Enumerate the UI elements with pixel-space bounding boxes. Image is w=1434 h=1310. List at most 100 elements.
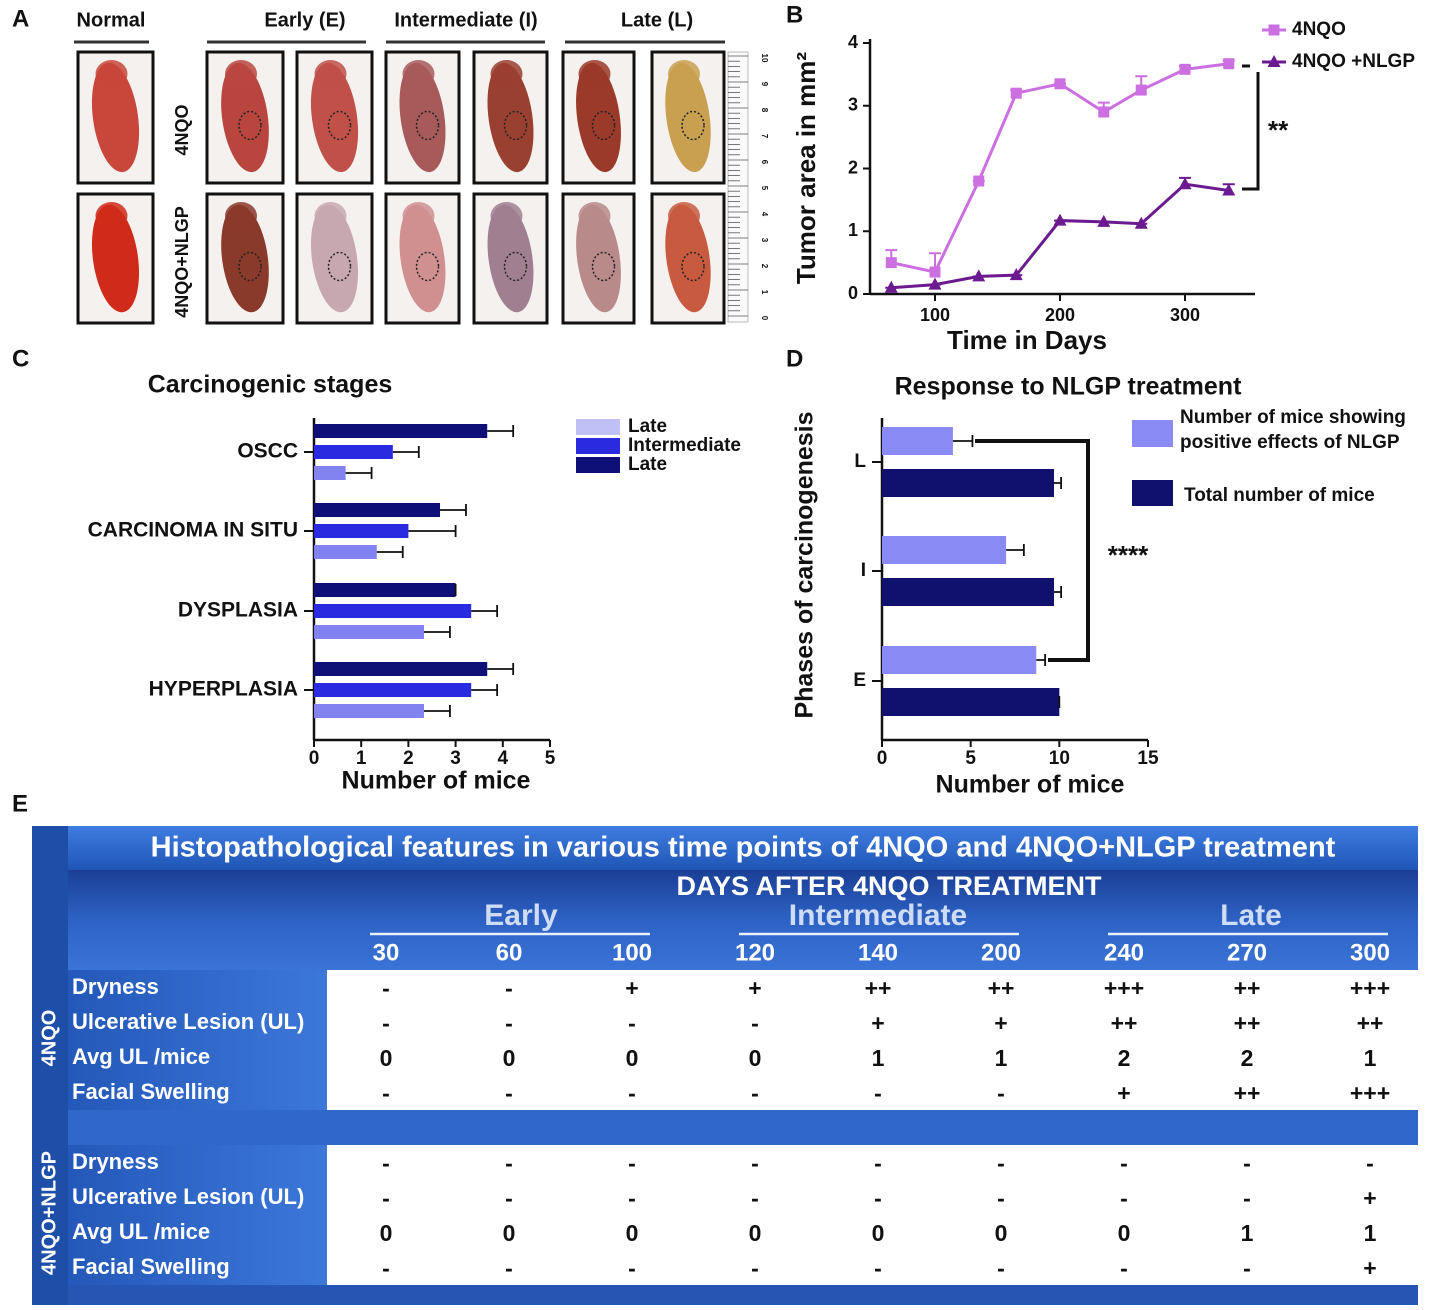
x-tick-label: 0	[877, 748, 888, 769]
values-bg	[327, 970, 1418, 1110]
x-tick-label: 1	[356, 748, 367, 769]
tissue	[221, 62, 269, 173]
ruler-label: 8	[760, 108, 769, 113]
bar	[314, 604, 472, 618]
x-tick-label: 10	[1049, 748, 1070, 769]
tissue	[91, 204, 140, 313]
marker	[1010, 87, 1022, 99]
lesion-outline	[238, 251, 262, 282]
legend-label: 4NQO	[1292, 19, 1346, 40]
y-tick-label: 2	[848, 157, 858, 177]
cell-value: -	[382, 1080, 390, 1106]
bar	[314, 683, 472, 697]
bar	[314, 625, 424, 639]
error-bar	[392, 446, 420, 458]
tissue-tip	[314, 202, 347, 230]
cell-value: 0	[503, 1220, 516, 1246]
error-bar	[1054, 586, 1063, 598]
x-tick-label: 5	[965, 748, 976, 769]
feature-label: Ulcerative Lesion (UL)	[72, 1009, 304, 1034]
day-label: 30	[373, 939, 400, 966]
cell-value: -	[505, 1080, 513, 1106]
x-axis-label: Number of mice	[936, 771, 1125, 799]
cell-value: 1	[1364, 1220, 1377, 1246]
marker	[1097, 214, 1111, 227]
tissue	[576, 204, 621, 313]
cell-value: -	[382, 1010, 390, 1036]
bar	[882, 578, 1055, 606]
lesion-outline	[415, 251, 440, 282]
tissue-tip	[490, 202, 523, 230]
tissue-tip	[95, 202, 128, 230]
cell-value: -	[1243, 1255, 1251, 1281]
bar	[314, 503, 441, 517]
marker	[1053, 213, 1067, 226]
bar	[314, 583, 456, 597]
bar	[314, 662, 488, 676]
tissue-tip	[95, 60, 128, 88]
cell-value: -	[874, 1080, 882, 1106]
cell-value: -	[751, 1150, 759, 1176]
cell-value: -	[628, 1255, 636, 1281]
phase-label: Late	[1220, 899, 1282, 932]
marker	[885, 257, 897, 269]
ruler-label: 6	[760, 160, 769, 165]
cell-value: +	[625, 975, 638, 1001]
cell-value: -	[874, 1185, 882, 1211]
column-header: Intermediate (I)	[394, 9, 537, 31]
cell-value: -	[1243, 1185, 1251, 1211]
cell-value: ++	[1357, 1010, 1384, 1036]
separator-band	[68, 1110, 1418, 1145]
row-label: 4NQO+NLGP	[172, 206, 192, 318]
cell-value: 0	[380, 1045, 393, 1071]
legend-label: Intermediate	[628, 435, 741, 456]
chart-title: Carcinogenic stages	[148, 371, 393, 399]
cell-value: -	[628, 1150, 636, 1176]
cell-value: -	[382, 1185, 390, 1211]
significance-bracket	[1242, 64, 1260, 191]
cell-value: -	[1120, 1185, 1128, 1211]
cell-value: -	[1366, 1150, 1374, 1176]
feature-label: Dryness	[72, 974, 159, 999]
cell-value: ++	[988, 975, 1015, 1001]
cell-value: +	[748, 975, 761, 1001]
cell-value: 1	[1241, 1220, 1254, 1246]
x-tick-label: 100	[920, 305, 950, 325]
cell-value: ++	[1111, 1010, 1138, 1036]
x-tick-label: 200	[1045, 305, 1075, 325]
cell-value: +	[871, 1010, 884, 1036]
series-line	[890, 62, 1229, 274]
cell-value: -	[1120, 1255, 1128, 1281]
chart-title: Response to NLGP treatment	[895, 373, 1243, 401]
annotation: **	[1268, 115, 1289, 145]
cell-value: 0	[995, 1220, 1008, 1246]
tissue-tip	[225, 202, 257, 230]
ruler	[727, 51, 749, 323]
cell-value: -	[751, 1010, 759, 1036]
day-label: 200	[981, 939, 1021, 966]
panel-label: B	[786, 1, 803, 28]
cell-value: ++	[1234, 1010, 1261, 1036]
x-tick-label: 2	[403, 748, 414, 769]
cell-value: 0	[626, 1220, 639, 1246]
lesion-outline	[415, 110, 440, 141]
x-tick-label: 0	[309, 748, 320, 769]
series-line	[891, 182, 1229, 290]
feature-label: Facial Swelling	[72, 1079, 230, 1104]
marker	[1098, 106, 1110, 118]
legend-swatch	[576, 457, 620, 473]
cell-value: ++	[865, 975, 892, 1001]
day-label: 270	[1227, 939, 1267, 966]
cell-value: +	[1363, 1185, 1376, 1211]
marker	[1135, 84, 1147, 96]
group-label: 4NQO	[38, 1010, 60, 1067]
bottom-band	[68, 1285, 1418, 1305]
cell-value: +	[994, 1010, 1007, 1036]
tissue-tip	[490, 60, 523, 88]
table-side	[32, 826, 68, 1305]
significance-bracket	[975, 439, 1090, 662]
error-bar	[408, 525, 457, 537]
y-tick-label: 1	[848, 220, 858, 240]
marker	[1009, 268, 1023, 281]
panel-label: A	[12, 5, 29, 32]
